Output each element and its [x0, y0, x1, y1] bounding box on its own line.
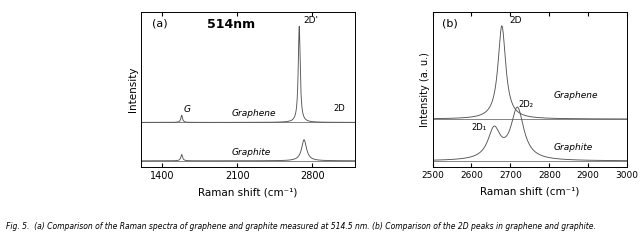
Y-axis label: Intensity (a. u.): Intensity (a. u.) — [420, 52, 430, 127]
Text: Graphene: Graphene — [232, 109, 276, 118]
Text: 514nm: 514nm — [207, 18, 255, 31]
Text: 2D₂: 2D₂ — [518, 100, 533, 109]
Text: Graphite: Graphite — [553, 143, 593, 152]
Text: 2D₁: 2D₁ — [471, 123, 486, 132]
X-axis label: Raman shift (cm⁻¹): Raman shift (cm⁻¹) — [198, 187, 298, 197]
Text: Graphite: Graphite — [232, 148, 271, 157]
X-axis label: Raman shift (cm⁻¹): Raman shift (cm⁻¹) — [480, 186, 580, 196]
Text: (a): (a) — [152, 18, 167, 28]
Text: Graphene: Graphene — [553, 91, 598, 100]
Text: (b): (b) — [442, 18, 458, 28]
Text: 2D': 2D' — [303, 16, 319, 25]
Text: G: G — [184, 105, 191, 114]
Text: 2D: 2D — [333, 104, 345, 113]
Y-axis label: Intensity: Intensity — [128, 66, 138, 112]
Text: 2D: 2D — [509, 16, 522, 25]
Text: Fig. 5.  (a) Comparison of the Raman spectra of graphene and graphite measured a: Fig. 5. (a) Comparison of the Raman spec… — [6, 222, 596, 231]
